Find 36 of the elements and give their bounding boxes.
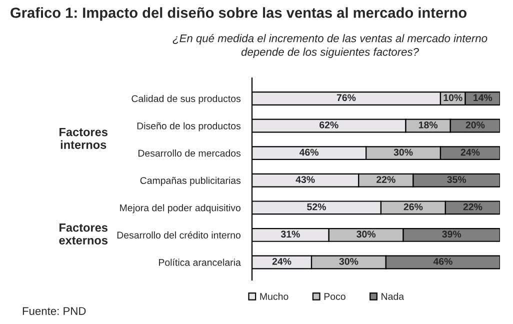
- data-label: 22%: [463, 203, 482, 210]
- y-tick-label: Diseño de los productos: [137, 122, 241, 132]
- data-label: 46%: [433, 258, 452, 265]
- source-note: Fuente: PND: [22, 307, 86, 315]
- y-tick-label: Mejora del poder adquisitivo: [120, 204, 240, 214]
- data-label: 62%: [320, 121, 338, 128]
- legend-label: Nada: [382, 292, 404, 300]
- data-label: 30%: [394, 148, 413, 156]
- data-label: 20%: [466, 121, 485, 128]
- data-label: 22%: [376, 176, 396, 183]
- data-label: 43%: [296, 176, 315, 183]
- y-tick-label: Política arancelaria: [159, 258, 241, 266]
- text: Factores externos: [59, 224, 108, 244]
- data-label: 35%: [447, 176, 466, 183]
- data-label: 26%: [404, 203, 423, 210]
- data-label: 30%: [339, 258, 358, 265]
- data-label: 24%: [460, 148, 480, 156]
- y-tick-label: Desarrollo de mercados: [138, 150, 241, 157]
- data-label: 76%: [336, 94, 356, 102]
- data-label: 30%: [356, 230, 376, 238]
- data-label: 14%: [474, 94, 492, 102]
- y-tick-label: Desarrollo del crédito interno: [117, 231, 240, 239]
- data-label: 52%: [307, 203, 326, 210]
- data-label: 39%: [442, 230, 462, 238]
- data-label: 31%: [280, 230, 300, 238]
- data-label: 18%: [418, 121, 438, 128]
- data-label: 10%: [444, 94, 462, 102]
- chart-subtitle: ¿En qué medida el incremento de las ventas al mercado interno depende de los siguientes factores?: [172, 34, 488, 58]
- data-label: 24%: [272, 258, 292, 265]
- text: Factores internos: [60, 128, 108, 149]
- legend-label: Mucho: [260, 292, 288, 300]
- data-label: 46%: [299, 148, 319, 156]
- y-tick-label: Calidad de sus productos: [132, 94, 241, 104]
- legend-label: Poco: [324, 293, 346, 300]
- chart-title: Grafico 1: Impacto del diseño sobre las ventas al mercado interno: [10, 7, 467, 21]
- y-tick-label: Campañas publicitarias: [140, 176, 241, 186]
